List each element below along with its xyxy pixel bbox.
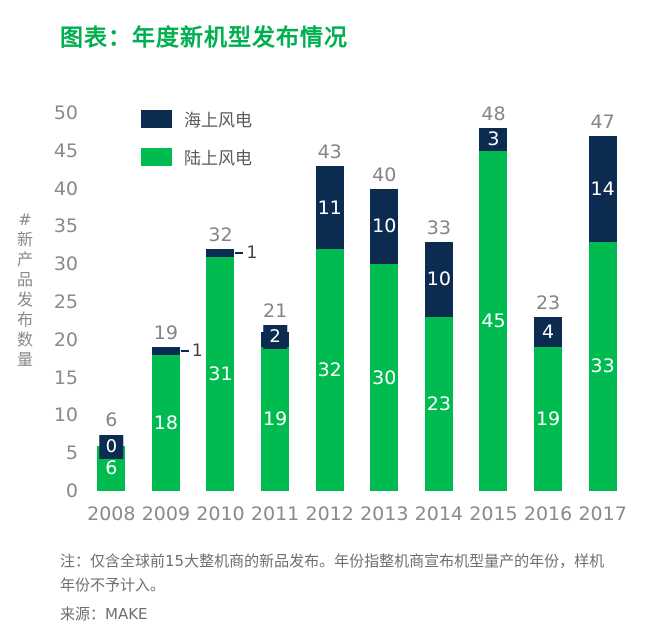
bar-column-2014: 23 10 33	[412, 113, 467, 491]
x-axis-label-2009: 2009	[141, 503, 191, 525]
onshore-value-label: 6	[105, 457, 118, 480]
bar-column-2012: 32 11 43	[302, 113, 357, 491]
offshore-segment	[424, 241, 453, 318]
onshore-segment	[479, 150, 508, 491]
offshore-value-label: 1	[180, 341, 203, 362]
offshore-value-text: 1	[246, 242, 258, 263]
y-tick-label: 10	[53, 404, 78, 427]
y-tick-label: 50	[53, 102, 78, 124]
onshore-swatch-icon	[141, 147, 172, 166]
x-axis-label-2012: 2012	[305, 503, 354, 525]
total-value-label: 47	[590, 110, 615, 133]
onshore-segment	[588, 241, 617, 491]
onshore-value-label: 31	[208, 362, 233, 385]
total-value-label: 6	[105, 408, 118, 431]
total-value-label: 21	[262, 300, 288, 323]
label-leader-line	[180, 350, 189, 353]
bar-column-2011: 19 2 21	[248, 113, 303, 491]
chart-title: 图表：年度新机型发布情况	[60, 25, 348, 51]
y-tick-label: 30	[53, 253, 78, 276]
onshore-value-label: 30	[372, 366, 397, 389]
offshore-value-label: 14	[590, 177, 615, 200]
offshore-value-label: 4	[542, 321, 555, 344]
bar-column-2017: 33 14 47	[575, 110, 630, 491]
x-axis-label-2014: 2014	[414, 503, 464, 525]
total-value-label: 48	[481, 103, 506, 126]
y-tick-label: 40	[53, 177, 78, 200]
onshore-value-label: 18	[153, 411, 178, 434]
offshore-value-label: 3	[487, 128, 500, 151]
onshore-value-label: 45	[481, 309, 506, 332]
offshore-value-label: 0	[99, 434, 124, 459]
offshore-value-label: 10	[426, 268, 451, 291]
bar-column-2009: 18 1 19	[139, 113, 203, 491]
offshore-segment	[588, 135, 617, 242]
y-tick-label: 25	[53, 291, 78, 313]
x-axis-label-2016: 2016	[523, 503, 573, 525]
y-tick-label: 20	[53, 328, 78, 351]
offshore-segment	[370, 188, 399, 265]
onshore-segment	[370, 264, 399, 491]
offshore-segment	[479, 128, 508, 151]
onshore-segment	[315, 249, 344, 491]
x-axis-label-2010: 2010	[196, 503, 245, 525]
offshore-value-label: 10	[372, 215, 397, 238]
offshore-value-text: 1	[191, 341, 203, 362]
total-value-label: 33	[426, 216, 451, 239]
onshore-segment	[206, 256, 235, 491]
legend-label-offshore: 海上风电	[184, 111, 252, 131]
y-axis-title: # 新产品发布数量	[16, 210, 33, 369]
onshore-segment	[261, 347, 290, 491]
footnotes: 注：仅含全球前15大整机商的新品发布。年份指整机商宣布机型量产的年份，样机年份不…	[60, 549, 616, 626]
bar-column-2010: 31 1 32	[193, 113, 257, 491]
x-axis-labels: 2008 2009 2010 2011 2012 2013 2014 2015 2016 2017	[84, 503, 630, 525]
x-axis-label-2015: 2015	[469, 503, 518, 525]
offshore-segment	[151, 347, 180, 355]
note-text: 注：仅含全球前15大整机商的新品发布。年份指整机商宣布机型量产的年份，样机年份不…	[60, 552, 605, 594]
x-axis-label-2013: 2013	[360, 503, 409, 525]
onshore-value-label: 23	[426, 393, 451, 416]
legend-item-offshore: 海上风电	[141, 106, 252, 131]
onshore-value-label: 32	[317, 359, 342, 382]
total-value-label: 32	[208, 224, 233, 247]
legend-label-onshore: 陆上风电	[184, 149, 252, 169]
total-value-label: 19	[153, 322, 178, 345]
offshore-value-label: 1	[235, 244, 257, 262]
onshore-value-label: 19	[535, 408, 561, 431]
legend: 海上风电 陆上风电	[141, 106, 252, 182]
y-tick-label: 35	[53, 215, 78, 238]
total-value-label: 43	[317, 140, 342, 163]
y-tick-label: 5	[65, 442, 78, 465]
onshore-segment	[151, 354, 180, 491]
onshore-value-label: 19	[262, 408, 288, 431]
onshore-value-label: 33	[590, 355, 615, 378]
y-tick-label: 45	[53, 139, 78, 162]
total-value-label: 40	[372, 163, 397, 186]
y-tick-label: 15	[53, 366, 78, 389]
bar-column-2015: 45 3 48	[466, 103, 521, 491]
x-axis-label-2017: 2017	[578, 503, 627, 525]
bar-column-2016: 19 4 23	[521, 113, 576, 491]
label-leader-line	[235, 251, 244, 254]
bar-column-2013: 30 10 40	[357, 113, 412, 491]
x-axis-label-2011: 2011	[250, 503, 300, 525]
onshore-segment	[424, 317, 453, 491]
source-text: 来源：MAKE	[60, 605, 148, 623]
offshore-value-label: 2	[263, 325, 287, 350]
offshore-segment	[534, 317, 563, 348]
total-value-label: 23	[535, 292, 561, 315]
y-tick-label: 0	[65, 480, 78, 502]
legend-item-onshore: 陆上风电	[141, 144, 252, 169]
x-axis-label-2008: 2008	[87, 503, 136, 525]
plot-area: 6 0 6 18 1 19 31 1 32 19 2 21 32 11 43 30 10 40 23 10 33 45 3 4…	[84, 103, 630, 491]
offshore-segment	[206, 249, 235, 257]
offshore-segment	[315, 165, 344, 250]
offshore-swatch-icon	[141, 109, 172, 128]
offshore-value-label: 11	[317, 196, 342, 219]
onshore-segment	[534, 347, 563, 491]
